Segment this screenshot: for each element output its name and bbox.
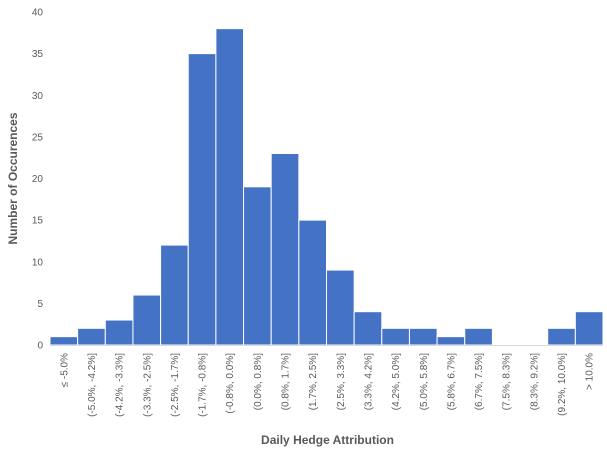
histogram-bar (436, 336, 466, 346)
x-tick-label: (2.5%, 3.3%] (336, 353, 347, 410)
y-tick-label: 20 (32, 174, 44, 185)
histogram-bar (77, 327, 106, 346)
x-tick-label: (8.3%, 9.2%] (529, 353, 540, 410)
y-tick-label: 30 (32, 91, 44, 102)
y-tick-label: 5 (37, 299, 43, 310)
histogram-bar (408, 327, 438, 346)
x-tick-label: (3.3%, 4.2%] (363, 353, 374, 410)
y-tick-label: 25 (32, 132, 44, 143)
histogram-bar (353, 311, 383, 346)
histogram-bar (160, 244, 189, 346)
x-tick-label: > 10.0% (585, 353, 596, 390)
x-tick-label: ≤ -5.0% (59, 353, 70, 387)
histogram-bar (464, 327, 493, 346)
x-tick-label: (-4.2%, -3.3%] (115, 353, 126, 417)
y-axis-title: Number of Occurences (6, 112, 20, 244)
bars (49, 28, 604, 346)
histogram-bar (574, 311, 604, 346)
x-tick-label: (-0.8%, 0.0%] (225, 353, 236, 414)
x-tick-label: (0.8%, 1.7%] (281, 353, 292, 410)
histogram-bar (49, 336, 79, 346)
x-tick-label: (-2.5%, -1.7%] (170, 353, 181, 417)
x-tick-label: (-5.0%, -4.2%] (87, 353, 98, 417)
y-tick-label: 15 (32, 216, 44, 227)
x-tick-label: (9.2%, 10.0%] (557, 353, 568, 416)
x-axis-title: Daily Hedge Attribution (261, 433, 394, 447)
histogram-bar (270, 153, 300, 346)
histogram-bar (215, 28, 245, 346)
histogram-bar (187, 53, 217, 346)
y-tick-label: 35 (32, 49, 44, 60)
x-tick-label: (4.2%, 5.0%] (391, 353, 402, 410)
histogram-bar (326, 269, 355, 346)
y-tick-label: 40 (32, 8, 44, 19)
x-tick-label: (5.0%, 5.8%] (419, 353, 430, 410)
y-tick-label: 0 (37, 341, 43, 352)
histogram-bar (243, 186, 272, 346)
histogram-bar (547, 327, 576, 346)
x-tick-label: (5.8%, 6.7%] (446, 353, 457, 410)
x-tick-label: (1.7%, 2.5%] (308, 353, 319, 410)
x-tick-label: (0.0%, 0.8%] (253, 353, 264, 410)
histogram-bar (132, 294, 162, 346)
x-tick-label: (-3.3%, -2.5%] (142, 353, 153, 417)
y-tick-label: 10 (32, 257, 44, 268)
histogram-bar (104, 319, 134, 346)
x-tick-label: (7.5%, 8.3%] (502, 353, 513, 410)
x-tick-label: (-1.7%, -0.8%] (198, 353, 209, 417)
histogram-bar (298, 219, 328, 346)
x-tick-label: (6.7%, 7.5%] (474, 353, 485, 410)
y-axis-ticks: 0 5 10 15 20 25 30 35 40 (32, 8, 44, 352)
histogram-bar (381, 327, 410, 346)
x-axis-ticks: ≤ -5.0% (-5.0%, -4.2%] (-4.2%, -3.3%] (-3.3… (59, 353, 595, 417)
